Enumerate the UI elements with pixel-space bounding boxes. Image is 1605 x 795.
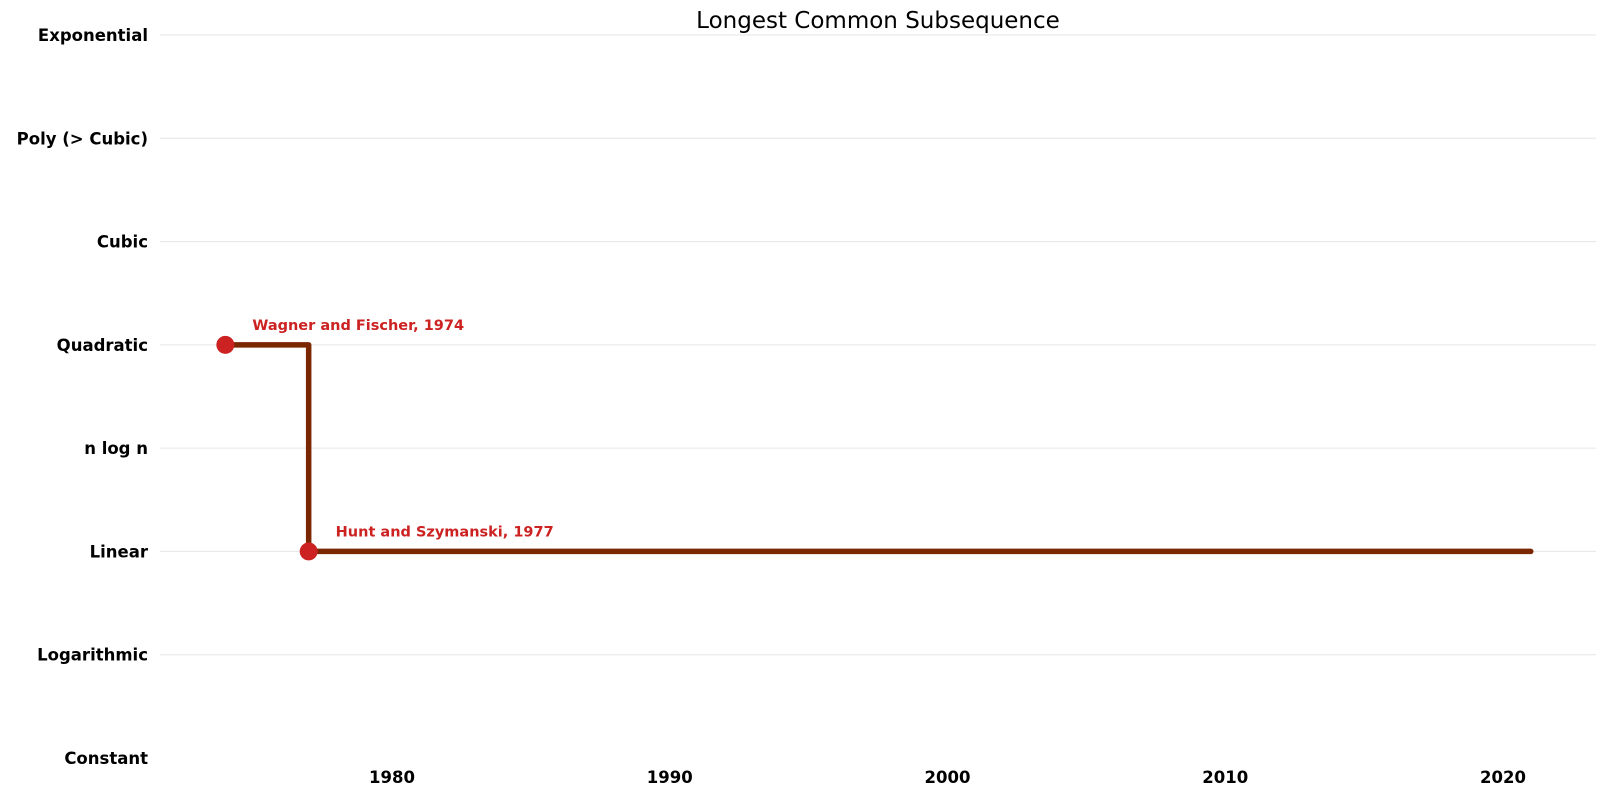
y-tick-label: Linear bbox=[90, 542, 149, 561]
data-point-1 bbox=[299, 542, 318, 561]
x-tick-label: 2010 bbox=[1202, 768, 1248, 787]
y-tick-label: Cubic bbox=[97, 233, 148, 252]
y-tick-label: Logarithmic bbox=[37, 646, 148, 665]
y-tick-label: n log n bbox=[84, 439, 148, 458]
x-tick-label: 2020 bbox=[1480, 768, 1526, 787]
point-annotation: Wagner and Fischer, 1974 bbox=[252, 318, 464, 334]
point-annotation: Hunt and Szymanski, 1977 bbox=[336, 524, 554, 540]
data-point-0 bbox=[216, 335, 235, 354]
y-tick-label: Poly (> Cubic) bbox=[17, 129, 148, 148]
y-tick-label: Quadratic bbox=[57, 336, 148, 355]
chart-title: Longest Common Subsequence bbox=[696, 8, 1060, 34]
x-axis-labels: 1980 1990 2000 2010 2020 bbox=[369, 768, 1526, 787]
grid-lines bbox=[160, 34, 1596, 656]
series-line bbox=[222, 342, 1534, 555]
annotations: Wagner and Fischer, 1974 Hunt and Szymans… bbox=[252, 318, 553, 541]
x-tick-label: 1980 bbox=[369, 768, 415, 787]
y-tick-label: Constant bbox=[64, 749, 148, 768]
y-axis-labels: Constant Logarithmic Linear n log n Quadrati… bbox=[17, 26, 149, 768]
x-tick-label: 1990 bbox=[647, 768, 693, 787]
data-points bbox=[216, 335, 318, 561]
x-tick-label: 2000 bbox=[925, 768, 971, 787]
y-tick-label: Exponential bbox=[38, 26, 148, 45]
series-line-group bbox=[222, 342, 1534, 555]
